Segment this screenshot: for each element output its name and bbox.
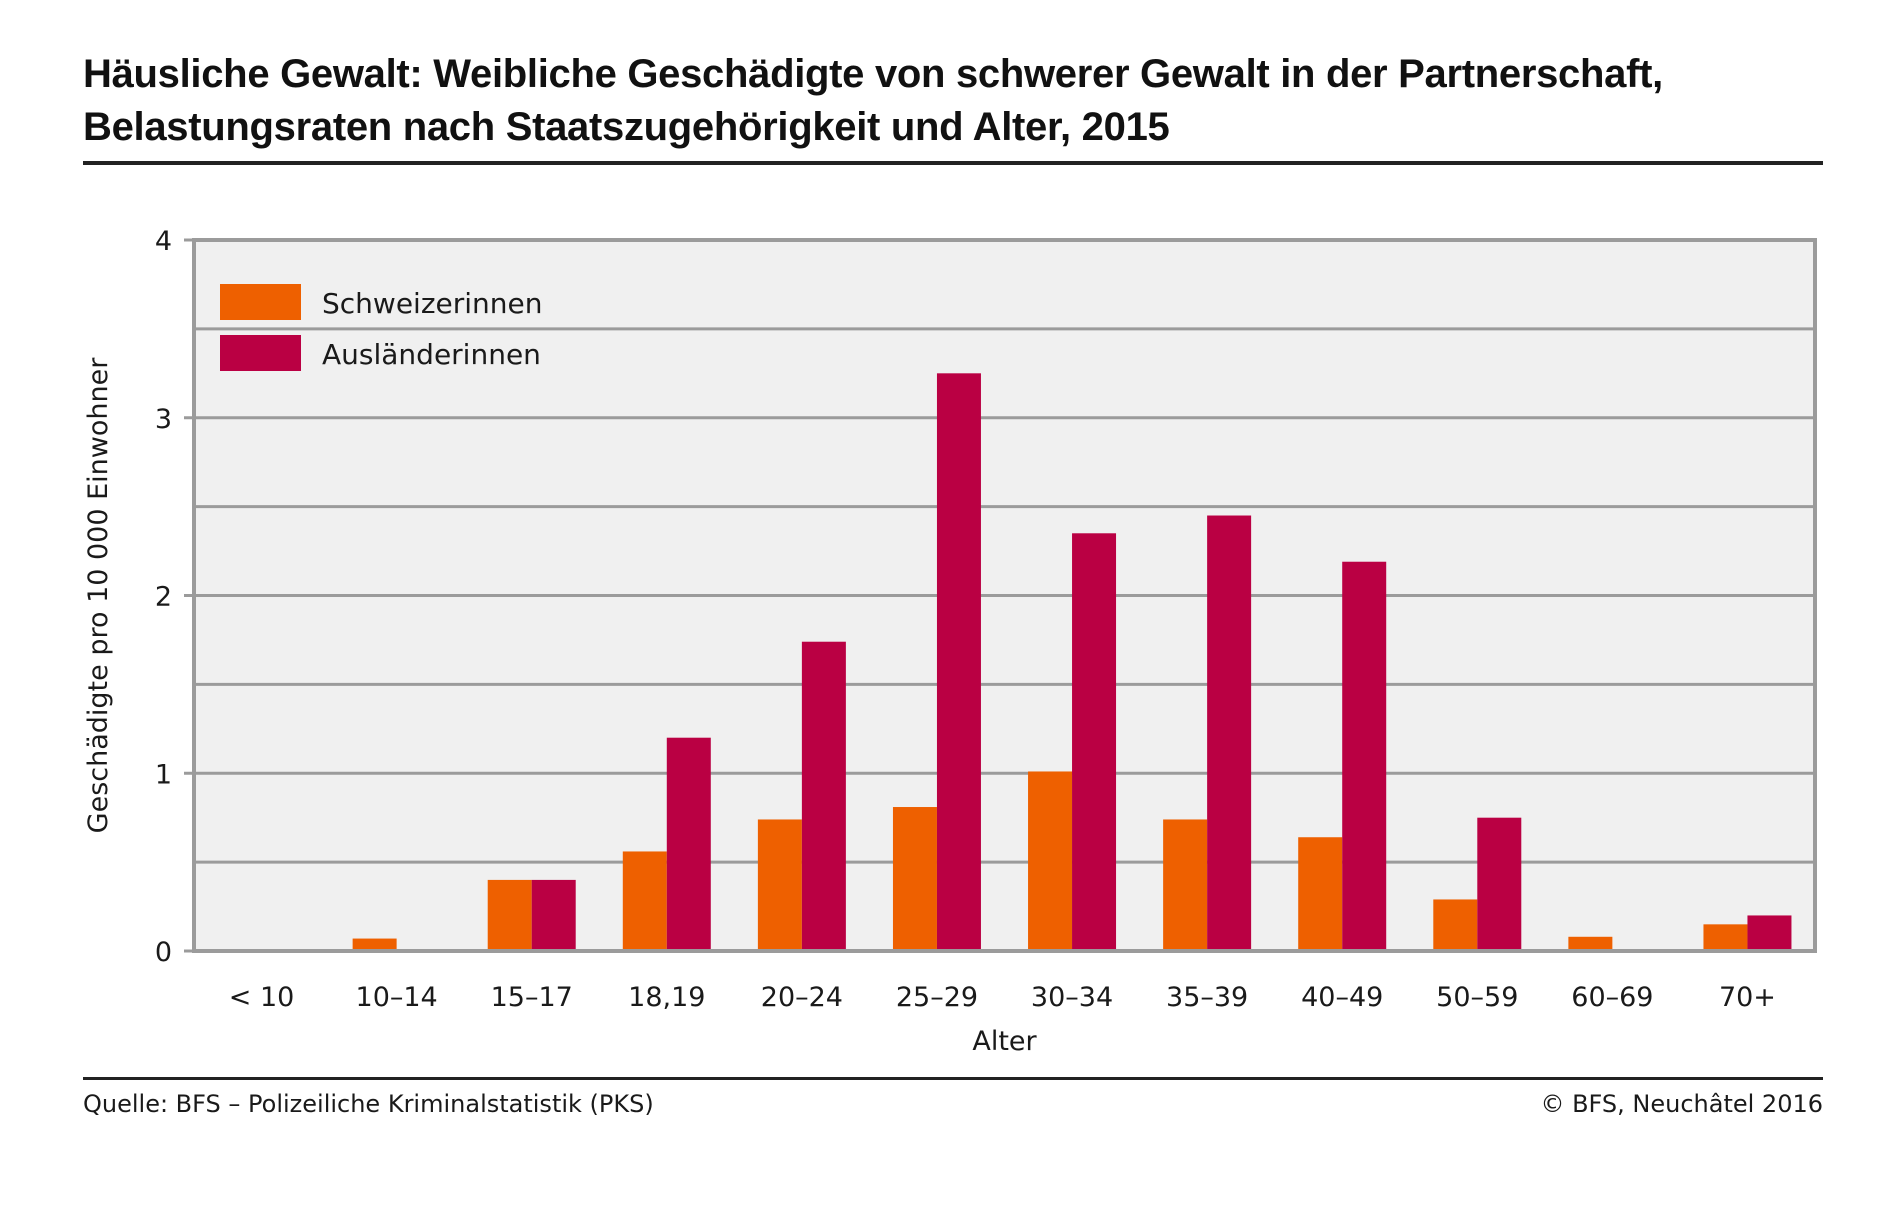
source-note: Quelle: BFS – Polizeiliche Kriminalstati…: [83, 1090, 654, 1118]
legend-label-schweizerinnen: Schweizerinnen: [322, 287, 543, 320]
y-axis-title: Geschädigte pro 10 000 Einwohner: [83, 357, 114, 834]
x-tick-label: 60–69: [1571, 982, 1653, 1013]
y-tick-label: 4: [155, 226, 172, 257]
bar-auslaenderinnen: [936, 373, 981, 951]
y-tick-label: 3: [155, 404, 172, 435]
bar-schweizerinnen: [352, 938, 397, 951]
title-divider: [83, 161, 1823, 165]
bar-auslaenderinnen: [1072, 533, 1117, 951]
x-tick-label: < 10: [229, 982, 295, 1013]
x-tick-label: 30–34: [1031, 982, 1113, 1013]
bar-schweizerinnen: [622, 851, 667, 951]
bar-auslaenderinnen: [1342, 561, 1387, 951]
bar-auslaenderinnen: [666, 737, 711, 951]
x-tick-label: 20–24: [761, 982, 843, 1013]
bar-auslaenderinnen: [1477, 817, 1522, 951]
bar-auslaenderinnen: [531, 879, 576, 951]
x-axis-title: Alter: [972, 1026, 1037, 1057]
x-tick-label: 35–39: [1166, 982, 1248, 1013]
x-tick-label: 50–59: [1436, 982, 1518, 1013]
bar-schweizerinnen: [1433, 899, 1478, 951]
grid-lines: [194, 327, 1815, 864]
legend-swatch-schweizerinnen: [220, 284, 301, 320]
bar-schweizerinnen: [487, 879, 532, 951]
y-tick-label: 0: [155, 937, 172, 968]
chart-title-line-1: Häusliche Gewalt: Weibliche Geschädigte …: [83, 52, 1663, 96]
bar-schweizerinnen: [757, 819, 802, 951]
y-axis-ticks: 0 1 2 3 4: [155, 226, 194, 968]
bar-schweizerinnen: [1703, 924, 1748, 951]
x-tick-label: 40–49: [1301, 982, 1383, 1013]
x-tick-label: 70+: [1719, 982, 1776, 1013]
bar-auslaenderinnen: [801, 641, 846, 951]
x-tick-label: 10–14: [356, 982, 438, 1013]
y-tick-label: 1: [155, 759, 172, 790]
bars: [352, 373, 1792, 951]
y-tick-label: 2: [155, 582, 172, 613]
x-tick-label: 18,19: [628, 982, 705, 1013]
bar-auslaenderinnen: [1207, 515, 1252, 951]
bar-schweizerinnen: [1298, 837, 1343, 951]
chart-title: Häusliche Gewalt: Weibliche Geschädigte …: [83, 48, 1843, 154]
x-tick-label: 15–17: [491, 982, 573, 1013]
legend-label-auslaenderinnen: Ausländerinnen: [322, 338, 541, 371]
copyright-note: © BFS, Neuchâtel 2016: [1540, 1090, 1823, 1118]
bar-schweizerinnen: [892, 807, 937, 951]
bar-schweizerinnen: [1028, 771, 1073, 951]
legend: Schweizerinnen Ausländerinnen: [220, 284, 543, 371]
legend-swatch-auslaenderinnen: [220, 335, 301, 371]
bar-schweizerinnen: [1163, 819, 1208, 951]
footer-divider: [83, 1077, 1823, 1080]
x-axis-ticks: < 10 10–14 15–17 18,19 20–24 25–29 30–34 35–39 4…: [229, 982, 1776, 1013]
x-tick-label: 25–29: [896, 982, 978, 1013]
bar-schweizerinnen: [1568, 936, 1613, 951]
chart-title-line-2: Belastungsraten nach Staatszugehörigkeit…: [83, 105, 1170, 149]
bar-auslaenderinnen: [1747, 915, 1792, 951]
